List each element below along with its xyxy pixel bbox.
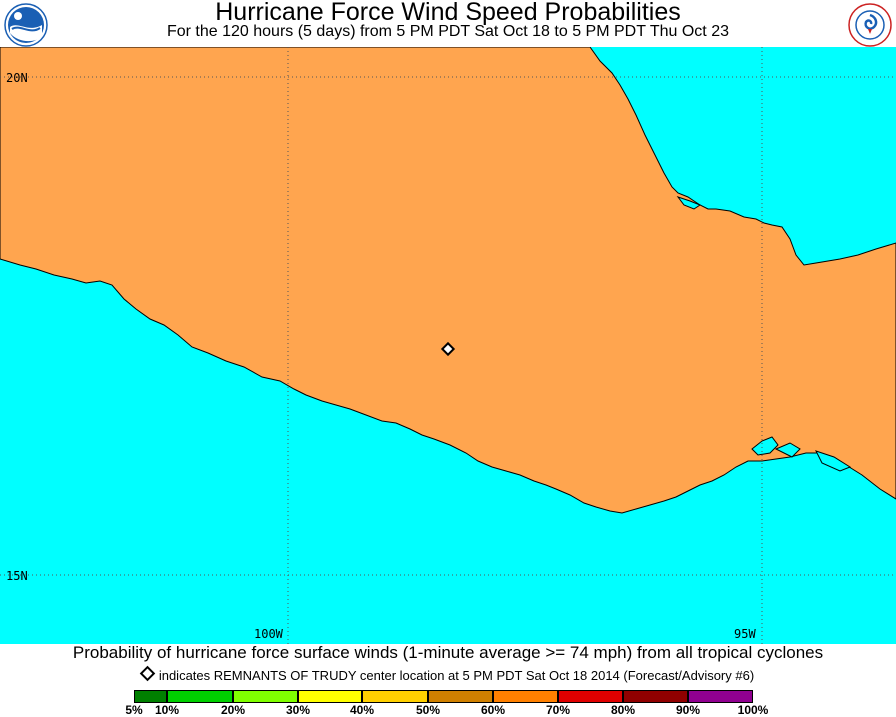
noaa-logo-icon (4, 3, 48, 47)
scale-segment (167, 690, 233, 703)
scale-segment (493, 690, 558, 703)
probability-scale-labels: 5% 10% 20% 30% 40% 50% 60% 70% 80% 90% 100% (0, 703, 896, 717)
probability-color-scale (132, 690, 754, 703)
lon-label-95w: 95W (734, 627, 756, 641)
scale-segment (688, 690, 753, 703)
scale-label: 30% (285, 703, 311, 717)
storm-note-text: indicates REMNANTS OF TRUDY center locat… (158, 668, 755, 683)
lon-label-100w: 100W (254, 627, 283, 641)
map-subtitle: For the 120 hours (5 days) from 5 PM PDT… (166, 23, 729, 40)
scale-segment (362, 690, 428, 703)
probability-map: 20N 15N 100W 95W (0, 46, 896, 644)
lat-lon-grid (0, 47, 896, 644)
scale-segment (298, 690, 362, 703)
scale-segment (623, 690, 688, 703)
scale-label: 70% (545, 703, 571, 717)
lagoon-tehuantepec-2 (774, 442, 801, 458)
scale-segment (134, 690, 167, 703)
scale-label: 10% (154, 703, 180, 717)
storm-note: indicates REMNANTS OF TRUDY center locat… (0, 665, 896, 684)
storm-center-diamond-icon (440, 341, 456, 357)
lat-label-15n: 15N (6, 569, 28, 583)
map-title: Hurricane Force Wind Speed Probabilities (215, 0, 681, 26)
lagoon-veracruz (676, 196, 702, 210)
lat-label-20n: 20N (6, 71, 28, 85)
scale-label: 50% (415, 703, 441, 717)
scale-label: 60% (480, 703, 506, 717)
scale-label: 20% (220, 703, 246, 717)
scale-label: 5% (125, 703, 143, 717)
header: Hurricane Force Wind Speed Probabilities… (0, 0, 896, 47)
map-caption: Probability of hurricane force surface w… (72, 643, 824, 662)
land-mexico (0, 46, 896, 514)
storm-center-diamond-icon (139, 665, 156, 682)
scale-segment (233, 690, 298, 703)
nws-logo-icon (848, 3, 892, 47)
scale-label: 80% (610, 703, 636, 717)
scale-segment (428, 690, 493, 703)
scale-label: 40% (349, 703, 375, 717)
lagoon-tehuantepec-1 (751, 436, 779, 456)
scale-segment (558, 690, 623, 703)
scale-label: 100% (737, 703, 769, 717)
lagoon-tehuantepec-3 (815, 450, 852, 472)
scale-label: 90% (675, 703, 701, 717)
